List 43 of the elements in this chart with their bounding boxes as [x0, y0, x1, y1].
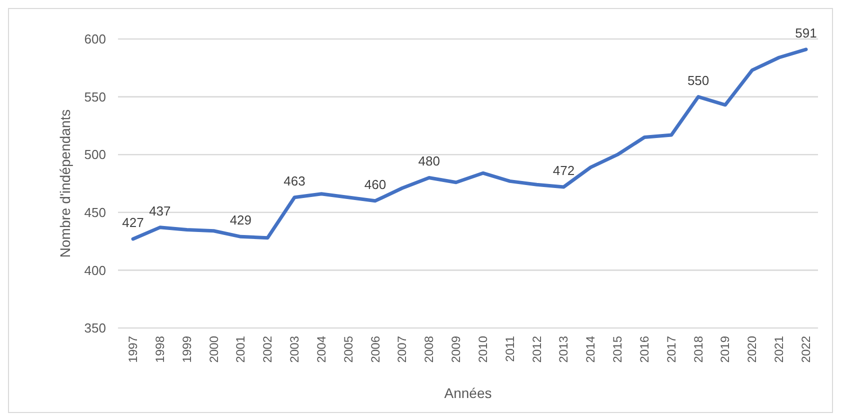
data-label: 480 [418, 154, 440, 169]
x-tick-label: 1999 [180, 336, 194, 363]
y-tick-label: 550 [84, 89, 106, 104]
data-label: 591 [795, 25, 817, 40]
x-tick-label: 2017 [664, 336, 678, 363]
y-tick-label: 400 [84, 262, 106, 278]
x-tick-label: 1998 [152, 336, 167, 363]
x-tick-label: 2016 [637, 336, 652, 363]
x-axis-title: Années [444, 385, 492, 401]
x-tick-label: 2000 [206, 336, 221, 363]
y-tick-label: 350 [84, 320, 106, 336]
data-label: 463 [284, 173, 306, 188]
x-tick-label: 2013 [556, 336, 571, 363]
y-axis-title: Nombre d'indépendants [57, 109, 73, 258]
x-tick-label: 2009 [449, 336, 464, 363]
x-tick-label: 2021 [772, 336, 786, 363]
data-label: 427 [122, 214, 144, 230]
x-tick-label: 2019 [718, 336, 732, 363]
x-tick-label: 2004 [314, 336, 328, 363]
x-tick-label: 2001 [234, 336, 248, 363]
x-tick-label: 2005 [341, 336, 356, 363]
data-label: 437 [149, 203, 171, 218]
x-tick-label: 2010 [476, 336, 490, 363]
x-tick-label: 2015 [610, 336, 625, 363]
x-tick-label: 2006 [368, 336, 382, 363]
y-tick-label: 450 [84, 204, 106, 220]
x-tick-label: 2018 [691, 336, 706, 363]
x-tick-label: 2020 [745, 336, 760, 363]
data-label: 472 [552, 162, 575, 178]
data-label: 550 [687, 72, 710, 88]
x-tick-label: 2008 [422, 336, 436, 363]
x-tick-label: 2022 [799, 336, 813, 363]
x-tick-label: 2012 [530, 336, 544, 363]
x-tick-label: 1997 [126, 336, 140, 363]
y-tick-label: 500 [84, 147, 106, 162]
data-label: 460 [364, 176, 386, 192]
x-tick-label: 2003 [288, 336, 302, 363]
x-tick-label: 2002 [260, 336, 275, 363]
x-tick-label: 2014 [584, 336, 598, 363]
y-tick-label: 600 [84, 32, 106, 47]
x-tick-label: 2007 [395, 336, 410, 363]
data-label: 429 [230, 212, 252, 228]
x-tick-label: 2011 [502, 336, 517, 362]
